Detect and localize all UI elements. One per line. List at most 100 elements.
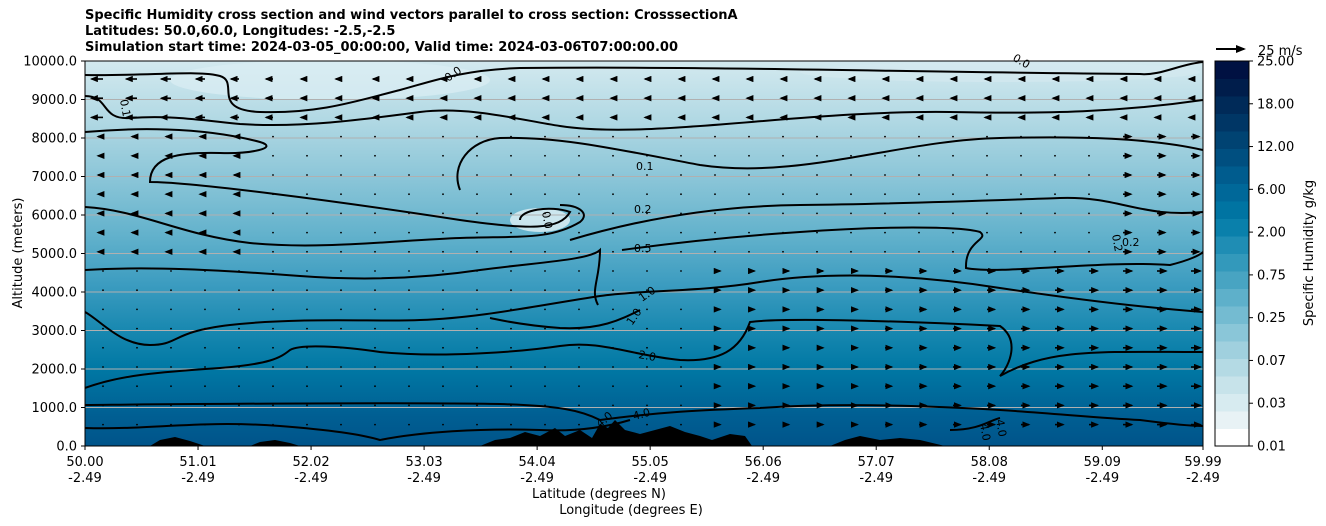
wind-vector [1088, 154, 1090, 157]
colorbar-swatch [1215, 428, 1249, 447]
colorbar-swatch [1215, 306, 1249, 324]
contour-0.1b [85, 128, 572, 228]
wind-vector [612, 366, 614, 368]
wind-vector [578, 327, 580, 330]
wind-vector [408, 327, 410, 330]
wind-vector [476, 250, 478, 253]
colorbar-swatch [1215, 166, 1249, 184]
wind-vector [272, 308, 274, 311]
wind-vector [612, 289, 614, 292]
wind-vector [986, 212, 988, 215]
wind-vector [782, 212, 784, 215]
wind-vector [578, 308, 580, 311]
wind-reference: 25 m/s [1216, 44, 1303, 59]
wind-vector [442, 250, 444, 253]
wind-vector [408, 366, 410, 368]
wind-vector [408, 212, 410, 215]
wind-vector [102, 366, 104, 368]
wind-vector [612, 250, 614, 253]
wind-vector [510, 289, 512, 292]
wind-vector [748, 250, 750, 253]
wind-vector [850, 250, 852, 253]
contour-label: 0.2 [1122, 236, 1140, 249]
wind-vector [850, 212, 852, 215]
wind-vector [510, 212, 512, 215]
y-tick-label: 8000.0 [32, 132, 78, 147]
chart-title-line-2: Latitudes: 50.0,60.0, Longitudes: -2.5,-… [85, 24, 396, 39]
wind-vector [442, 212, 444, 215]
wind-vector [578, 212, 580, 215]
wind-vector [204, 289, 206, 292]
wind-vector [646, 289, 648, 292]
wind-vector [748, 231, 750, 234]
wind-vector [238, 423, 240, 426]
colorbar-swatch [1215, 218, 1249, 237]
wind-vector [544, 154, 546, 157]
wind-vector [1020, 154, 1022, 157]
colorbar-tick-label: 0.07 [1257, 354, 1286, 369]
wind-vector [680, 174, 682, 176]
wind-vector [238, 366, 240, 368]
wind-vector [612, 346, 614, 349]
wind-vector [442, 289, 444, 292]
wind-vector [442, 270, 444, 272]
y-axis-label: Altitude (meters) [11, 198, 26, 309]
colorbar-swatch [1215, 61, 1249, 79]
wind-vector [340, 308, 342, 311]
wind-vector [408, 404, 410, 407]
wind-vector [646, 366, 648, 368]
wind-vector [408, 346, 410, 349]
x-tick-label-lon: -2.49 [520, 471, 554, 486]
wind-vector [442, 423, 444, 426]
wind-vector [680, 404, 682, 407]
wind-vector [680, 193, 682, 196]
y-tick-label: 5000.0 [32, 247, 78, 262]
wind-vector [340, 212, 342, 215]
wind-vector [306, 423, 308, 426]
wind-vector [646, 135, 648, 138]
wind-vector [680, 231, 682, 234]
wind-vector [578, 135, 580, 138]
wind-vector [612, 193, 614, 196]
x-tick-label-lon: -2.49 [181, 471, 215, 486]
wind-vector [612, 154, 614, 157]
colorbar-swatch [1215, 96, 1249, 114]
wind-vector [884, 135, 886, 138]
dry-region [170, 61, 490, 100]
contour-1.0 [85, 274, 1203, 347]
wind-vector [646, 327, 648, 330]
wind-vector [850, 231, 852, 234]
chart-title-line-1: Specific Humidity cross section and wind… [85, 8, 738, 23]
wind-vector [374, 270, 376, 272]
wind-vector [340, 327, 342, 330]
colorbar-swatch [1215, 376, 1249, 394]
contour-0.2b [569, 196, 1203, 241]
wind-vector [510, 135, 512, 138]
wind-vector [918, 193, 920, 196]
y-tick-label: 4000.0 [32, 286, 78, 301]
wind-vector [102, 385, 104, 388]
wind-vector [408, 135, 410, 138]
wind-vector [578, 423, 580, 426]
wind-vector [102, 289, 104, 292]
contour-0.5 [85, 247, 602, 306]
wind-vector [170, 346, 172, 349]
wind-vector [1020, 193, 1022, 196]
wind-vector [510, 154, 512, 157]
wind-vector [1054, 250, 1056, 253]
wind-vector [680, 270, 682, 272]
wind-vector [544, 346, 546, 349]
wind-vector [170, 423, 172, 426]
x-tick-label-lat: 53.03 [405, 455, 442, 470]
wind-vector [204, 270, 206, 272]
wind-vector [136, 423, 138, 426]
wind-vector [544, 231, 546, 234]
wind-vector [646, 174, 648, 176]
wind-vector [442, 174, 444, 176]
wind-vector [102, 270, 104, 272]
wind-vector [340, 404, 342, 407]
wind-vector [680, 289, 682, 292]
wind-vector [272, 250, 274, 253]
wind-vector [374, 385, 376, 388]
wind-vector [816, 154, 818, 157]
